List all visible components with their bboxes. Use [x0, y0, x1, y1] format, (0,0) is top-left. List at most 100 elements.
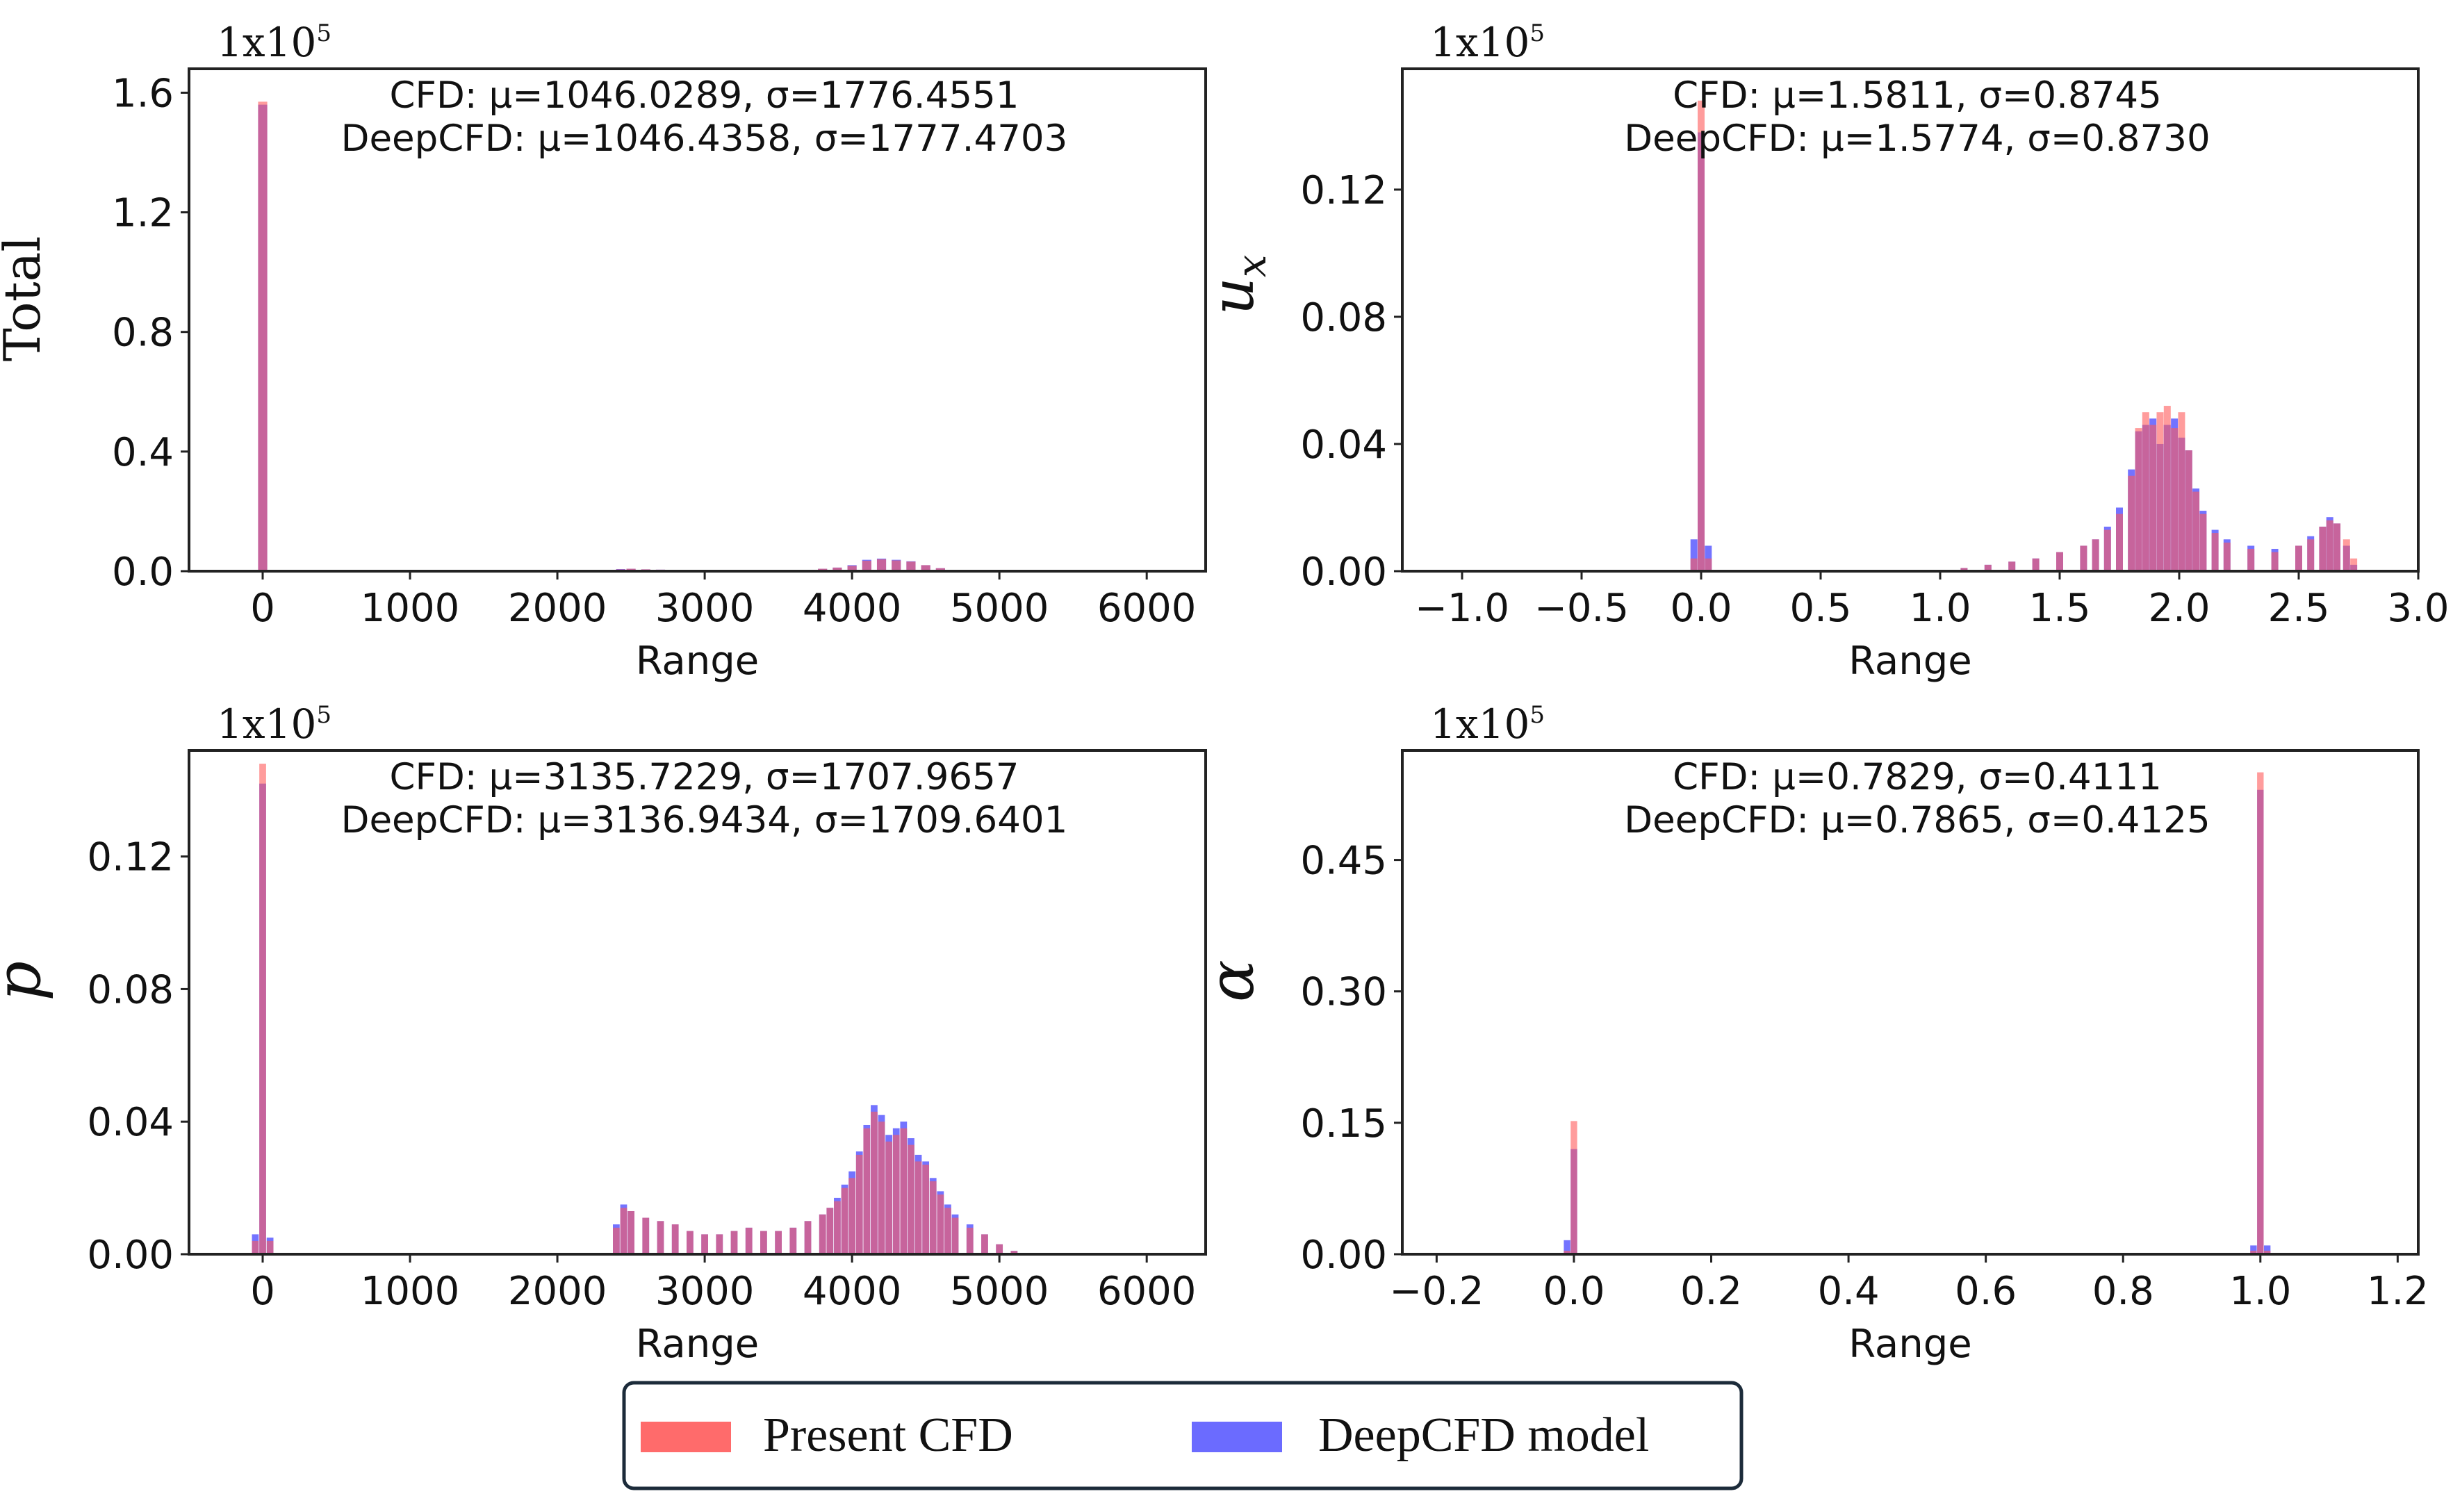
plot-frame: [1401, 67, 2420, 573]
bar-cfd-2-25: [2247, 548, 2255, 571]
chart-panel-1: 0 1000 2000 3000 4000 5000 6000 0.0 0.4 0.8 1.2 1.6…: [0, 19, 1207, 684]
x-tick-label: 1.0: [1909, 586, 1971, 631]
bar-cfd-3-35: [944, 1208, 951, 1254]
bar-cfd-1-14: [935, 568, 945, 571]
bar-cfd-2-15: [2149, 425, 2157, 571]
bar-cfd-2-12: [2128, 475, 2135, 571]
bar-deepcfd-4-0: [1564, 1240, 1570, 1254]
bar-cfd-3-13: [745, 1227, 753, 1254]
bar-cfd-3-31: [914, 1161, 922, 1254]
bar-cfd-1-8: [847, 566, 857, 571]
y-axis-label: p: [0, 961, 55, 1001]
bar-cfd-3-26: [878, 1121, 885, 1254]
bar-cfd-3-17: [804, 1221, 812, 1254]
chart-panel-4: −0.2 0.0 0.2 0.4 0.6 0.8 1.0 1.2 0.00 0.15 0.30 0.4…: [1195, 700, 2429, 1367]
x-tick-label: 2.0: [2148, 586, 2210, 631]
x-tick-label: 0.5: [1789, 586, 1851, 631]
bar-deepcfd-4-4: [2263, 1245, 2271, 1254]
bar-cfd-3-33: [929, 1181, 937, 1254]
x-tick-label: 5000: [950, 1269, 1049, 1314]
bar-cfd-3-6: [642, 1217, 650, 1254]
x-tick-label: 0.8: [2092, 1269, 2154, 1314]
y-tick-label: 0.12: [87, 835, 174, 880]
y-tick-label: 0.08: [1300, 295, 1387, 340]
bar-cfd-2-2: [1705, 558, 1712, 571]
bar-cfd-3-3: [613, 1227, 620, 1254]
legend-swatch-present-cfd: [641, 1422, 731, 1452]
y-tick-label: 0.08: [87, 967, 174, 1012]
bar-cfd-2-18: [2171, 428, 2179, 571]
x-tick-label: 0.4: [1818, 1269, 1880, 1314]
x-tick-label: 6000: [1097, 1269, 1197, 1314]
x-tick-label: 0.0: [1670, 586, 1732, 631]
scale-label: 1x105: [217, 700, 331, 748]
bar-cfd-3-0: [252, 1240, 259, 1254]
legend-swatch-deepcfd-model: [1192, 1422, 1282, 1452]
y-tick-label: 0.04: [1300, 422, 1387, 468]
bar-cfd-4-4: [2263, 1250, 2271, 1254]
bar-cfd-4-0: [1564, 1250, 1570, 1254]
bar-deepcfd-2-0: [1690, 539, 1698, 571]
stats-annotation: CFD: μ=1.5811, σ=0.8745: [1673, 74, 2162, 117]
x-tick-label: 1000: [361, 586, 460, 631]
y-axis-label: ux: [1199, 254, 1275, 315]
bar-cfd-3-30: [908, 1144, 914, 1254]
x-tick-label: −1.0: [1415, 586, 1509, 631]
bar-cfd-2-32: [2343, 539, 2350, 571]
x-tick-label: 3000: [655, 586, 755, 631]
bar-cfd-4-3: [2257, 772, 2264, 1254]
bar-cfd-2-5: [2008, 561, 2016, 571]
stats-annotation: DeepCFD: μ=0.7865, σ=0.4125: [1624, 799, 2210, 841]
bar-cfd-2-17: [2163, 406, 2171, 571]
x-tick-label: 3.0: [2387, 586, 2449, 631]
x-tick-label: 3000: [655, 1269, 755, 1314]
y-tick-label: 0.0: [112, 550, 174, 595]
stats-annotation: DeepCFD: μ=1046.4358, σ=1777.4703: [341, 117, 1068, 160]
y-tick-label: 1.6: [112, 71, 174, 116]
stats-annotation: DeepCFD: μ=3136.9434, σ=1709.6401: [341, 799, 1068, 841]
y-tick-label: 0.04: [87, 1100, 174, 1145]
bar-cfd-3-25: [871, 1111, 878, 1254]
bar-cfd-3-11: [716, 1234, 723, 1254]
y-tick-label: 0.15: [1300, 1101, 1387, 1147]
bar-cfd-2-1: [1698, 100, 1705, 571]
bar-cfd-3-21: [841, 1188, 848, 1254]
bar-cfd-3-20: [834, 1201, 841, 1254]
bar-cfd-2-4: [1984, 564, 1992, 571]
bar-deepcfd-4-2: [2250, 1245, 2257, 1254]
stats-annotation: CFD: μ=3135.7229, σ=1707.9657: [389, 756, 1019, 798]
x-tick-label: 0.0: [1543, 1269, 1605, 1314]
x-tick-label: 2.5: [2267, 586, 2329, 631]
y-tick-label: 0.4: [112, 430, 174, 475]
bar-cfd-1-12: [906, 561, 916, 571]
scale-label: 1x105: [217, 19, 331, 66]
bar-cfd-3-18: [819, 1214, 826, 1254]
bar-cfd-3-10: [701, 1234, 708, 1254]
bar-cfd-2-19: [2178, 412, 2185, 571]
bar-cfd-2-30: [2326, 520, 2333, 571]
x-tick-label: 1000: [361, 1269, 460, 1314]
bar-cfd-3-34: [937, 1194, 944, 1254]
x-axis-label: Range: [1848, 1322, 1972, 1367]
bar-cfd-3-36: [951, 1217, 959, 1254]
bar-cfd-3-24: [863, 1128, 871, 1254]
bar-deepcfd-2-2: [1705, 545, 1712, 571]
x-tick-label: 1.2: [2367, 1269, 2429, 1314]
chart-panels: 0 1000 2000 3000 4000 5000 6000 0.0 0.4 0.8 1.2 1.6…: [0, 19, 2450, 1367]
y-tick-label: 0.8: [112, 311, 174, 356]
bar-cfd-3-19: [826, 1208, 834, 1254]
legend-frame: [622, 1381, 1744, 1490]
bar-cfd-3-9: [687, 1231, 694, 1254]
bar-cfd-2-22: [2199, 513, 2207, 571]
stats-annotation: CFD: μ=1046.0289, σ=1776.4551: [389, 74, 1019, 117]
bar-cfd-3-7: [657, 1221, 664, 1254]
bar-cfd-3-22: [848, 1178, 855, 1254]
bar-cfd-2-20: [2185, 450, 2192, 571]
bar-cfd-3-39: [996, 1244, 1003, 1254]
plot-frame: [1401, 749, 2420, 1256]
x-tick-label: 4000: [803, 1269, 902, 1314]
bar-cfd-4-1: [1570, 1121, 1577, 1254]
x-tick-label: −0.5: [1534, 586, 1629, 631]
bar-cfd-2-24: [2223, 542, 2231, 571]
